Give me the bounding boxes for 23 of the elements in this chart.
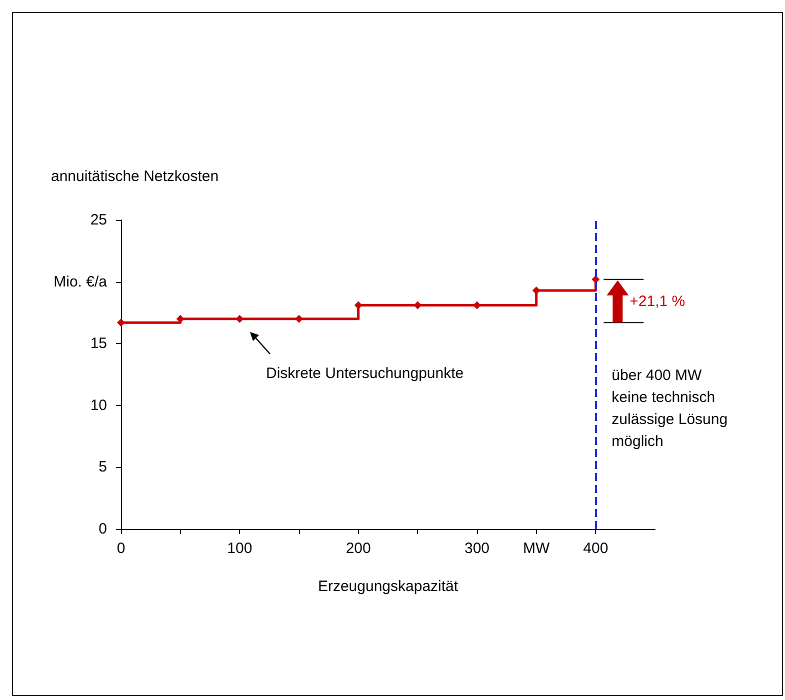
y-tick-label: 5 <box>98 458 107 476</box>
y-tick-label: 15 <box>90 335 107 352</box>
point <box>295 314 303 323</box>
y-tick-label: 0 <box>98 520 107 538</box>
point <box>532 286 540 294</box>
x-tick-label: 200 <box>346 540 371 557</box>
point <box>236 314 244 323</box>
point <box>176 314 184 323</box>
annotation: Diskrete Untersuchungpunkte <box>266 365 464 382</box>
y-tick-label: 10 <box>90 396 107 414</box>
y-tick-label: 25 <box>90 212 107 228</box>
annotation: +21,1 % <box>630 292 686 310</box>
ref-line-label: über 400 MW keine technisch zulässige Lösung möglich <box>612 367 732 450</box>
x-tick-label: 100 <box>227 540 252 557</box>
x-tick-label: 300 <box>464 540 490 557</box>
x-tick-label: MW <box>523 540 550 557</box>
y-axis-title: annuitätische Netzkosten <box>51 168 219 185</box>
point <box>473 301 481 310</box>
x-tick-label: 400 <box>583 540 608 557</box>
point <box>117 318 125 327</box>
x-tick-label: 0 <box>116 540 126 557</box>
y-tick-label: Mio. €/a <box>54 273 108 290</box>
x-axis-title: Erzeugungskapazität <box>318 578 459 595</box>
